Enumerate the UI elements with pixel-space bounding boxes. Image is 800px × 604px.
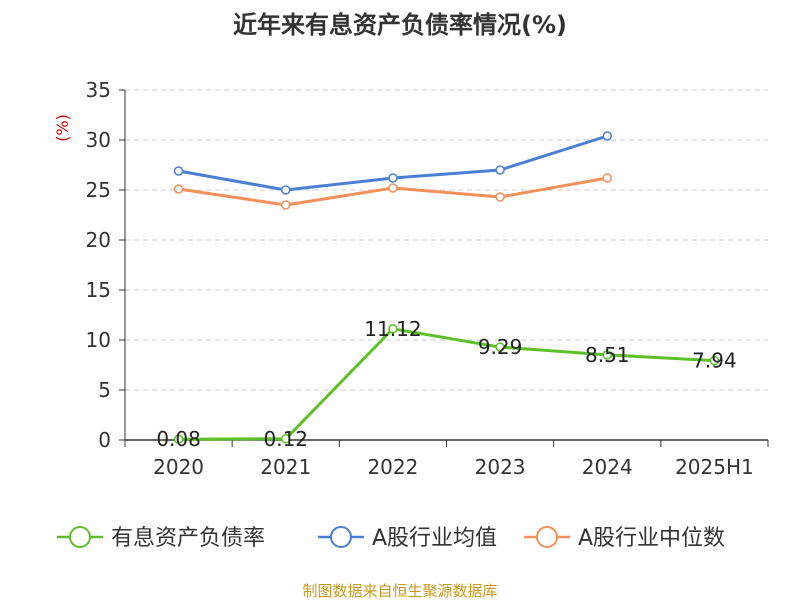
data-labels: 0.08 0.12 11.12 9.29 8.51 7.94 <box>156 317 736 451</box>
legend-label: A股行业均值 <box>372 526 497 551</box>
data-label: 11.12 <box>364 317 421 341</box>
data-point <box>388 324 398 334</box>
legend-marker <box>536 526 558 548</box>
data-point <box>173 184 184 194</box>
data-point <box>281 200 291 210</box>
y-tick-label: 10 <box>86 328 111 352</box>
legend-label: 有息资产负债率 <box>111 526 265 551</box>
data-point <box>388 173 398 183</box>
legend-label: A股行业中位数 <box>578 526 725 551</box>
series-lines <box>173 131 720 444</box>
y-tick-label: 15 <box>86 278 111 302</box>
x-tick-label: 2020 <box>153 455 204 479</box>
y-tick-label: 30 <box>86 128 111 152</box>
data-point <box>173 434 184 444</box>
x-tick-label: 2023 <box>475 455 526 479</box>
data-point <box>495 342 505 352</box>
x-tick-label: 2025H1 <box>675 455 754 479</box>
data-point <box>602 131 612 141</box>
data-label: 9.29 <box>478 335 523 359</box>
data-label: 0.12 <box>263 427 308 451</box>
legend-marker <box>330 526 352 548</box>
x-tick-label: 2024 <box>582 455 633 479</box>
data-point <box>173 166 184 176</box>
data-point <box>602 350 612 360</box>
y-tick-label: 0 <box>98 428 111 452</box>
series-line <box>178 327 715 441</box>
data-point <box>602 173 612 183</box>
y-tick-label: 20 <box>86 228 111 252</box>
legend: 有息资产负债率 A股行业均值 A股行业中位数 <box>57 526 725 551</box>
x-tick-label: 2022 <box>367 455 418 479</box>
data-point <box>495 192 505 202</box>
axes: 0 5 10 15 20 25 30 35 2020 2021 2022 2023 2024 2025H1 <box>86 78 769 479</box>
data-point <box>281 185 291 195</box>
y-tick-label: 35 <box>86 78 111 102</box>
data-label: 8.51 <box>585 343 630 367</box>
x-tick-label: 2021 <box>260 455 311 479</box>
source-note: 制图数据来自恒生聚源数据库 <box>302 582 497 600</box>
data-point <box>495 165 505 175</box>
legend-marker <box>69 526 91 548</box>
y-axis-unit-label: (%) <box>53 114 72 142</box>
y-tick-label: 25 <box>86 178 111 202</box>
data-point <box>281 434 291 444</box>
data-point <box>709 355 720 366</box>
grid-lines <box>125 89 768 391</box>
y-tick-label: 5 <box>98 378 111 402</box>
data-point <box>388 183 398 193</box>
chart-title: 近年来有息资产负债率情况(%) <box>233 11 567 39</box>
data-label: 0.08 <box>156 427 201 451</box>
data-label: 7.94 <box>692 349 737 373</box>
